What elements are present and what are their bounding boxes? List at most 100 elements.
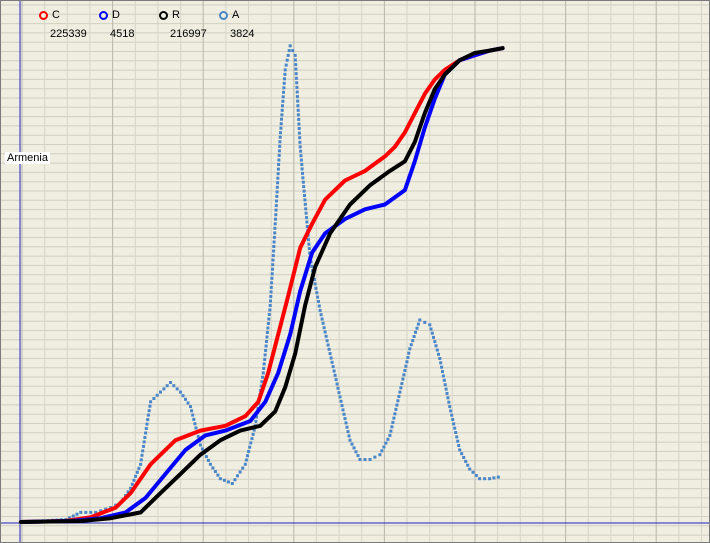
series-a-point-143: [274, 204, 278, 208]
series-a-point-339: [458, 448, 462, 452]
series-a-point-147: [275, 185, 279, 189]
series-a-point-288: [395, 403, 399, 407]
series-a-point-145: [275, 194, 279, 198]
series-a-point-82: [236, 474, 239, 478]
series-a-point-290: [397, 395, 401, 398]
series-a-point-29: [134, 474, 138, 478]
series-a-point-121: [268, 304, 272, 307]
series-a-point-84: [241, 466, 245, 470]
series-a-point-243: [324, 334, 328, 338]
series-a-point-304: [412, 335, 416, 338]
series-a-point-15: [84, 510, 88, 514]
series-a-point-155: [277, 149, 281, 153]
series-a-point-254: [335, 382, 339, 386]
series-a-point-194: [297, 117, 301, 121]
series-a-point-330: [449, 409, 453, 413]
series-a-point-313: [432, 335, 435, 339]
series-a-point-59: [189, 405, 192, 409]
series-a-point-252: [333, 373, 337, 377]
series-a-point-149: [276, 176, 280, 180]
series-a-point-328: [447, 400, 451, 404]
series-a-point-58: [186, 401, 190, 405]
series-a-point-350: [492, 476, 496, 480]
series-a-point-166: [281, 99, 285, 103]
series-a-point-324: [443, 383, 447, 387]
series-a-point-135: [272, 240, 276, 244]
series-a-point-91: [250, 437, 254, 441]
series-a-point-331: [450, 413, 454, 417]
series-a-point-42: [146, 418, 150, 422]
series-a-point-179: [291, 49, 295, 53]
series-a-point-73: [208, 462, 212, 466]
series-a-point-72: [206, 458, 210, 462]
series-a-point-282: [389, 429, 393, 433]
series-a-point-261: [342, 412, 346, 416]
series-a-point-169: [282, 86, 286, 90]
series-a-point-55: [179, 390, 182, 394]
series-a-point-85: [243, 462, 247, 466]
series-a-point-129: [271, 267, 274, 271]
series-a-point-133: [272, 249, 276, 253]
series-a-point-125: [269, 285, 273, 289]
series-a-point-41: [145, 422, 149, 426]
series-a-point-103: [259, 384, 263, 388]
series-a-point-182: [294, 63, 298, 67]
series-a-point-89: [248, 445, 252, 449]
series-a-point-83: [238, 470, 242, 474]
series-a-point-183: [294, 67, 298, 71]
series-a-point-146: [275, 190, 279, 194]
series-a-point-26: [129, 486, 133, 490]
series-a-point-12: [71, 514, 75, 518]
series-a-point-56: [181, 394, 185, 398]
series-a-point-286: [393, 412, 397, 416]
series-a-point-285: [392, 416, 396, 420]
series-a-point-230: [312, 278, 316, 281]
series-a-point-11: [68, 516, 72, 520]
series-a-point-236: [317, 304, 321, 308]
series-a-point-87: [246, 454, 249, 458]
series-a-point-218: [305, 225, 309, 228]
series-a-point-289: [396, 399, 400, 403]
legend-item-d: D: [99, 9, 120, 21]
series-a-point-138: [273, 226, 277, 230]
series-a-point-112: [264, 344, 268, 348]
series-a-point-47: [152, 397, 156, 400]
series-a-point-40: [144, 427, 148, 430]
series-a-point-212: [303, 198, 307, 202]
series-a-point-181: [293, 58, 297, 62]
series-a-point-244: [325, 339, 329, 343]
series-a-point-86: [244, 458, 248, 462]
series-a-point-270: [354, 450, 358, 454]
series-a-point-216: [305, 216, 308, 220]
legend-marker-a-icon: [219, 10, 228, 20]
series-a-point-202: [299, 154, 303, 158]
series-a-point-309: [423, 320, 427, 324]
series-a-point-14: [79, 510, 83, 514]
series-a-point-17: [94, 510, 98, 514]
series-a-point-238: [319, 313, 323, 317]
series-a-point-347: [478, 477, 482, 481]
series-a-point-259: [340, 404, 344, 408]
series-a-point-320: [440, 365, 444, 369]
series-a-point-206: [301, 171, 304, 175]
series-a-point-269: [352, 446, 356, 450]
series-a-point-265: [346, 430, 350, 434]
series-a-point-53: [172, 384, 176, 388]
series-a-point-96: [255, 415, 259, 419]
series-a-point-241: [322, 326, 326, 330]
series-a-point-242: [323, 330, 327, 334]
series-a-point-318: [438, 357, 442, 360]
series-a-point-28: [132, 478, 136, 482]
series-a-point-287: [394, 407, 398, 411]
series-a-point-131: [271, 258, 275, 262]
series-a-point-108: [262, 362, 266, 366]
series-a-point-214: [304, 207, 308, 211]
series-a-point-299: [406, 356, 410, 359]
series-a-point-57: [184, 397, 187, 401]
legend-marker-c-icon: [39, 10, 48, 20]
series-a-point-294: [401, 377, 405, 381]
series-a-point-256: [337, 391, 341, 395]
series-a-point-278: [382, 445, 386, 449]
series-a-point-117: [266, 322, 270, 325]
series-a-point-132: [271, 254, 275, 258]
